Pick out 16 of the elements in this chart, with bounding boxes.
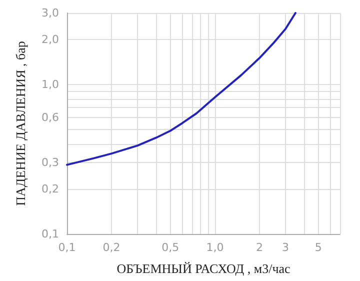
x-tick-label: 5 (314, 241, 322, 254)
y-tick-label: 0,2 (42, 182, 59, 196)
y-tick-label: 3,0 (42, 6, 59, 20)
y-axis-title: ПАДЕНИЕ ДАВЛЕНИЯ , бар (13, 41, 28, 206)
x-tick-label: 0,1 (58, 241, 76, 254)
y-tick-label: 0,6 (42, 111, 59, 124)
y-tick-label: 0,1 (42, 228, 59, 240)
x-tick-label: 1,0 (206, 241, 224, 254)
y-tick-label: 1,0 (42, 78, 59, 91)
x-tick-label: 0,5 (162, 241, 180, 254)
x-tick-label: 2 (256, 241, 263, 254)
x-tick-label: 0,2 (102, 241, 120, 254)
x-axis-title: ОБЪЕМНЫЙ РАСХОД , м3/час (116, 261, 290, 276)
y-tick-label: 2,0 (42, 32, 59, 46)
y-tick-label: 0,3 (42, 156, 59, 170)
x-tick-label: 3 (282, 241, 290, 254)
